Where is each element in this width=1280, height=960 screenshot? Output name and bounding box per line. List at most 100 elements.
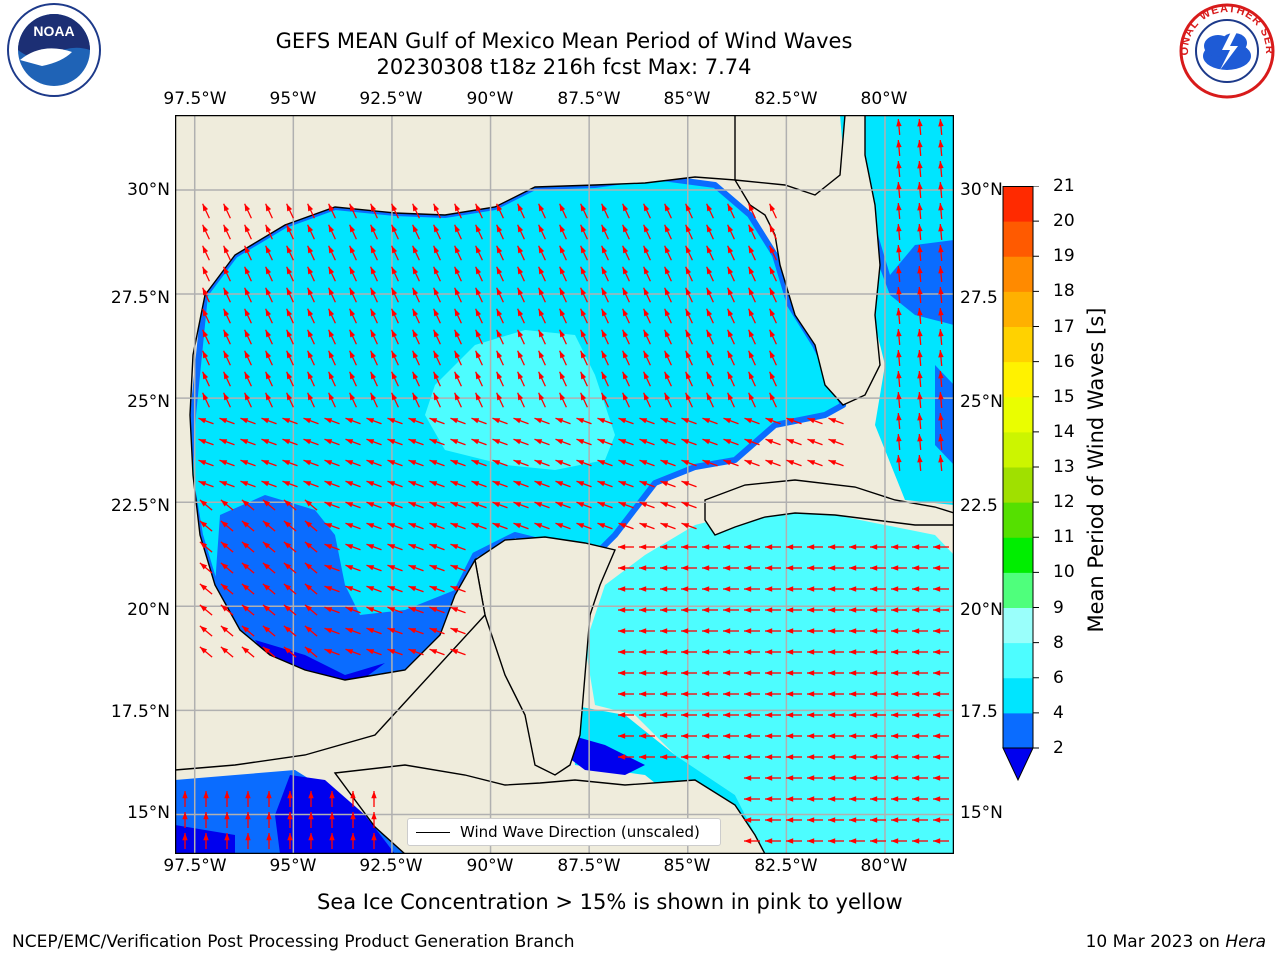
wave-direction-arrow (283, 625, 297, 637)
wave-direction-arrow (496, 287, 504, 303)
wave-direction-arrow (849, 733, 865, 739)
wave-direction-arrow (660, 733, 676, 739)
wave-direction-arrow (534, 417, 550, 425)
wave-direction-arrow (769, 266, 777, 282)
colorbar-tick-label: 11 (1053, 527, 1075, 548)
wave-direction-arrow (828, 817, 844, 823)
wave-direction-arrow (723, 438, 739, 446)
wave-direction-arrow (896, 223, 902, 241)
wave-direction-arrow (412, 224, 420, 240)
wave-direction-arrow (727, 350, 735, 366)
wave-direction-arrow (870, 670, 886, 676)
wave-direction-arrow (870, 607, 886, 613)
wave-direction-arrow (286, 329, 294, 345)
wave-direction-arrow (618, 480, 634, 488)
wave-direction-arrow (938, 328, 944, 346)
wave-direction-arrow (412, 308, 420, 324)
wave-direction-arrow (286, 392, 294, 408)
wave-direction-arrow (408, 522, 424, 530)
wave-direction-arrow (408, 543, 424, 551)
wave-direction-arrow (681, 544, 697, 550)
wave-direction-arrow (938, 454, 944, 472)
wave-direction-arrow (412, 245, 420, 261)
wave-direction-arrow (618, 628, 634, 634)
wave-direction-arrow (387, 648, 403, 656)
wave-direction-arrow (517, 392, 525, 408)
wave-direction-arrow (727, 392, 735, 408)
lon-tick-bottom: 80°W (860, 856, 908, 876)
wave-direction-arrow (639, 670, 655, 676)
wave-direction-arrow (849, 712, 865, 718)
wave-direction-arrow (366, 585, 382, 593)
wave-direction-arrow (198, 417, 214, 425)
wave-direction-arrow (517, 371, 525, 387)
wave-direction-arrow (265, 329, 273, 345)
wave-direction-arrow (370, 245, 378, 261)
wave-direction-arrow (828, 733, 844, 739)
wave-direction-arrow (912, 817, 928, 823)
wave-direction-arrow (366, 417, 382, 425)
wave-direction-arrow (450, 417, 466, 425)
wave-direction-arrow (849, 586, 865, 592)
wave-direction-arrow (912, 838, 928, 844)
wave-direction-arrow (391, 329, 399, 345)
wave-direction-arrow (513, 459, 529, 467)
lon-tick-bottom: 85°W (663, 856, 711, 876)
lon-tick-bottom: 90°W (466, 856, 514, 876)
wave-direction-arrow (517, 224, 525, 240)
wave-direction-arrow (220, 625, 234, 637)
wave-direction-arrow (660, 670, 676, 676)
wave-direction-arrow (912, 712, 928, 718)
wave-direction-arrow (220, 646, 234, 658)
wave-direction-arrow (429, 417, 445, 425)
wave-direction-arrow (618, 544, 634, 550)
wave-direction-arrow (496, 308, 504, 324)
wave-direction-arrow (412, 329, 420, 345)
wave-direction-arrow (387, 585, 403, 593)
wave-direction-arrow (266, 791, 272, 807)
wave-direction-arrow (891, 817, 907, 823)
wave-direction-arrow (429, 564, 445, 572)
wave-direction-arrow (723, 649, 739, 655)
wave-direction-arrow (324, 459, 340, 467)
wave-direction-arrow (240, 480, 256, 488)
wave-direction-arrow (244, 287, 252, 303)
wave-direction-arrow (769, 203, 777, 219)
wave-direction-arrow (324, 627, 340, 635)
wave-direction-arrow (559, 371, 567, 387)
lat-lon-grid (175, 115, 954, 854)
legend-line-swatch (416, 831, 450, 833)
wave-direction-arrow (517, 329, 525, 345)
wave-direction-arrow (849, 838, 865, 844)
wave-direction-arrow (328, 371, 336, 387)
wave-direction-arrow (391, 392, 399, 408)
wave-direction-arrow (723, 459, 739, 467)
wave-direction-arrow (538, 203, 546, 219)
wave-direction-arrow (223, 224, 231, 240)
wave-direction-arrow (891, 670, 907, 676)
wave-direction-arrow (938, 265, 944, 283)
wave-direction-arrow (807, 544, 823, 550)
wave-direction-arrow (203, 812, 209, 828)
wave-direction-arrow (744, 796, 760, 802)
wave-direction-arrow (896, 454, 902, 472)
wave-direction-arrow (492, 417, 508, 425)
wave-direction-arrow (412, 266, 420, 282)
wave-direction-arrow (660, 480, 676, 488)
wave-direction-arrow (262, 520, 276, 532)
wave-direction-arrow (329, 812, 335, 828)
wave-direction-arrow (307, 266, 315, 282)
wave-direction-arrow (429, 501, 445, 509)
wave-direction-arrow (681, 565, 697, 571)
wave-direction-arrow (597, 501, 613, 509)
wave-direction-arrow (891, 775, 907, 781)
wave-direction-arrow (429, 627, 445, 635)
wave-direction-arrow (769, 392, 777, 408)
wave-direction-arrow (366, 480, 382, 488)
wave-direction-arrow (287, 791, 293, 807)
wave-direction-arrow (559, 329, 567, 345)
wave-direction-arrow (244, 245, 252, 261)
wave-direction-arrow (580, 392, 588, 408)
wave-direction-arrow (896, 370, 902, 388)
wave-direction-arrow (891, 565, 907, 571)
